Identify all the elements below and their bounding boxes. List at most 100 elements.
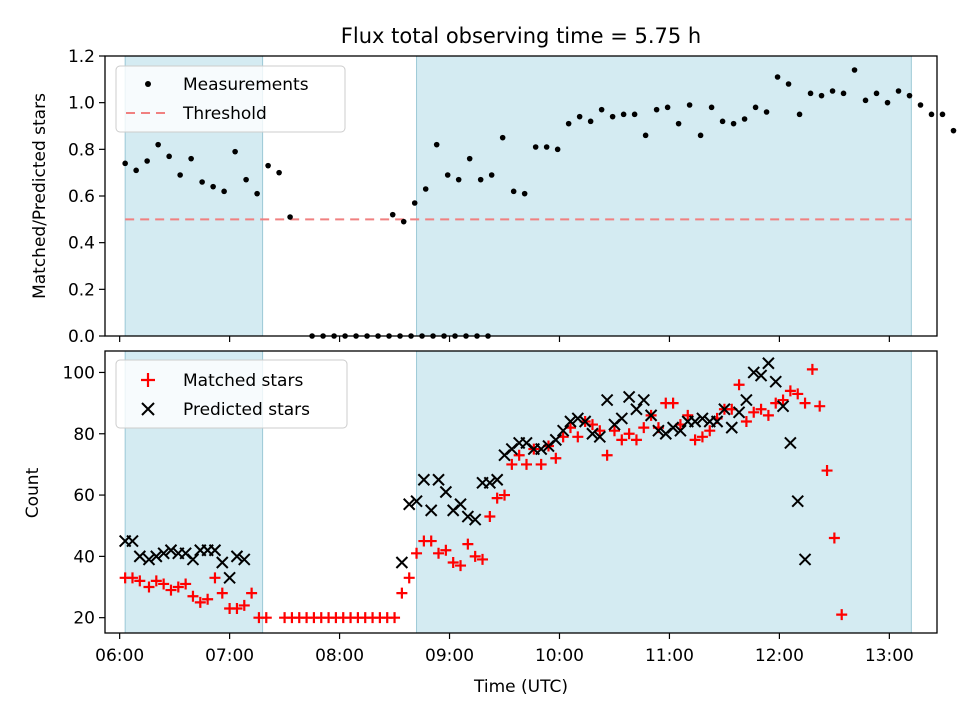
measurement-point: [276, 169, 282, 176]
matched-star-point: [455, 560, 467, 572]
predicted-star-point: [791, 494, 804, 508]
measurement-point: [818, 92, 825, 99]
x-tick-label: 08:00: [315, 646, 364, 666]
predicted-star-point: [461, 510, 475, 523]
predicted-star-point: [586, 427, 599, 440]
y-tick-label: 1.0: [68, 94, 95, 114]
measurement-point: [554, 146, 561, 153]
predicted-star-point: [186, 553, 200, 566]
matched-star-point: [777, 394, 789, 406]
legend-threshold-label: Threshold: [182, 104, 267, 124]
matched-star-point: [638, 422, 650, 434]
bottom-legend: Matched stars Predicted stars: [115, 359, 348, 429]
measurement-point: [532, 144, 539, 150]
top-legend: Measurements Threshold: [115, 65, 346, 133]
measurement-point: [155, 141, 161, 148]
matched-star-point: [209, 572, 221, 584]
matched-star-point: [755, 403, 767, 415]
matched-star-point: [158, 578, 170, 590]
bottom-panel-y-ticks: 20 40 60 80 100: [63, 363, 105, 629]
x-tick-label: 06:00: [95, 646, 144, 666]
matched-star-point: [689, 434, 701, 446]
predicted-star-point: [490, 473, 504, 486]
matched-star-point: [682, 409, 694, 421]
matched-star-point: [477, 553, 489, 565]
matched-star-point: [389, 612, 401, 624]
measurement-point: [433, 141, 440, 148]
matched-star-point: [572, 431, 584, 443]
predicted-star-point: [732, 406, 746, 419]
predicted-star-point: [468, 513, 482, 526]
measurement-point: [199, 179, 205, 185]
matched-star-point: [134, 575, 146, 587]
top-panel-y-ticks: 0.0 0.2 0.4 0.6 0.8 1.0 1.2: [68, 47, 105, 347]
top-panel-points: [122, 67, 957, 339]
matched-star-point: [231, 602, 243, 614]
measurement-point: [455, 176, 462, 183]
measurement-point: [210, 183, 216, 190]
measurement-point: [565, 120, 572, 127]
matched-star-point: [696, 431, 708, 443]
predicted-star-point: [424, 504, 438, 517]
predicted-star-point: [762, 357, 775, 370]
matched-star-point: [396, 587, 408, 599]
matched-star-point: [469, 550, 481, 562]
measurement-point: [521, 190, 528, 197]
predicted-star-point: [556, 424, 570, 437]
matched-star-point: [535, 458, 547, 470]
matched-star-point: [828, 532, 840, 544]
measurement-point: [232, 148, 238, 155]
bottom-panel-x-ticks: 06:00 07:00 08:00 09:00 10:00 11:00 12:00 13:00: [95, 633, 914, 666]
matched-star-point: [187, 590, 199, 602]
legend-predicted-label: Predicted stars: [183, 400, 310, 420]
measurement-point: [807, 90, 814, 97]
measurement-point: [686, 102, 693, 108]
predicted-star-point: [417, 473, 431, 486]
predicted-star-point: [432, 473, 445, 486]
measurement-point: [122, 160, 128, 167]
x-tick-label: 13:00: [865, 646, 914, 666]
predicted-star-point: [126, 534, 139, 548]
predicted-star-point: [740, 393, 753, 407]
measurement-point: [884, 99, 891, 106]
measurement-point: [675, 120, 682, 127]
measurement-point: [510, 188, 517, 195]
predicted-star-point: [637, 393, 650, 407]
measurement-point: [243, 176, 249, 183]
measurement-point: [730, 120, 737, 127]
predicted-star-point: [534, 442, 548, 456]
measurement-point: [221, 188, 227, 195]
matched-star-point: [150, 575, 162, 587]
measurement-point: [906, 92, 913, 99]
shaded-interval: [416, 55, 912, 337]
y-tick-label: 40: [73, 547, 95, 567]
predicted-star-point: [230, 550, 244, 563]
matched-star-point: [792, 388, 804, 400]
predicted-star-point: [208, 544, 222, 557]
bottom-panel-points: [118, 357, 848, 624]
measurement-point: [620, 111, 627, 118]
matched-star-point: [126, 572, 138, 584]
matched-star-point: [630, 434, 642, 446]
matched-star-point: [740, 416, 752, 427]
matched-star-point: [202, 593, 214, 605]
measurement-point: [873, 90, 880, 97]
predicted-star-point: [622, 390, 636, 404]
matched-star-point: [814, 400, 826, 412]
predicted-star-point: [395, 556, 409, 569]
x-tick-label: 11:00: [645, 646, 694, 666]
measurement-point: [576, 113, 583, 120]
matched-star-point: [784, 385, 796, 397]
shaded-interval: [416, 350, 912, 634]
matched-star-point: [520, 458, 532, 470]
measurement-point: [664, 104, 671, 111]
matched-star-point: [194, 596, 206, 608]
y-tick-label: 60: [73, 486, 95, 506]
predicted-star-point: [776, 399, 790, 413]
matched-star-point: [462, 538, 474, 550]
measurement-point: [829, 88, 836, 94]
y-tick-label: 20: [73, 609, 95, 629]
bottom-y-axis-label: Count: [23, 467, 43, 518]
measurement-point: [719, 118, 726, 125]
y-tick-label: 0.2: [68, 280, 95, 300]
